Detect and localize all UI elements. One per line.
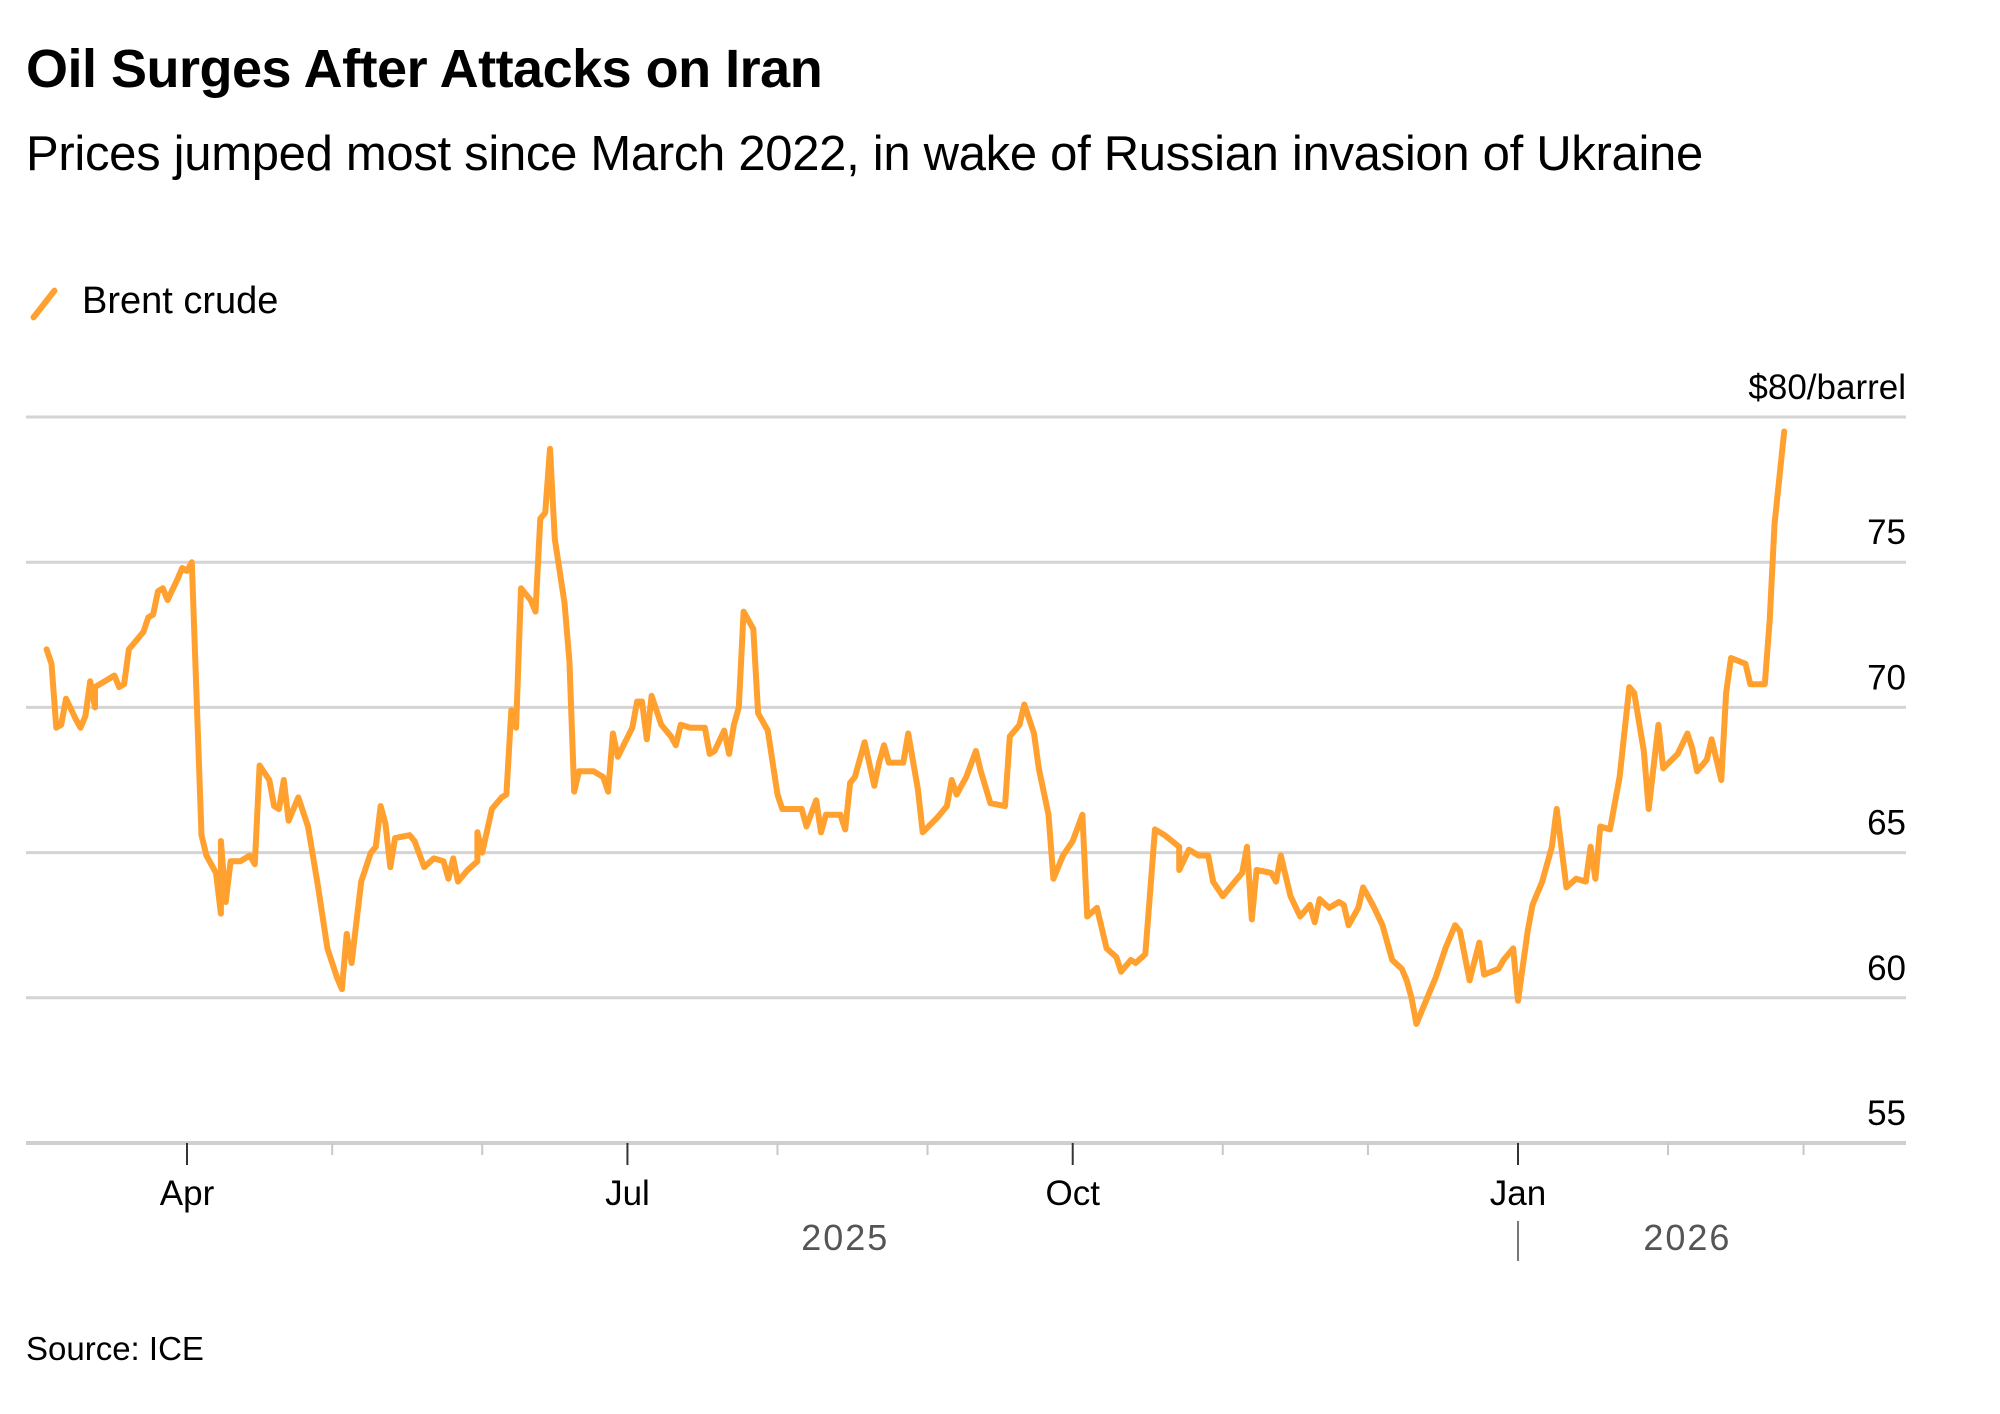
y-tick-label: $80/barrel <box>1748 368 1906 407</box>
chart-subtitle: Prices jumped most since March 2022, in … <box>26 127 1703 181</box>
legend: Brent crude <box>26 280 278 323</box>
year-label: 2025 <box>801 1217 889 1258</box>
series-line-brent-crude <box>43 428 1788 1027</box>
y-tick-label: 55 <box>1867 1094 1906 1133</box>
x-tick-label: Oct <box>1045 1174 1100 1213</box>
x-tick-label: Apr <box>160 1174 215 1213</box>
x-tick-label: Jul <box>605 1174 650 1213</box>
year-label: 2026 <box>1643 1217 1731 1258</box>
source-note: Source: ICE <box>26 1330 204 1367</box>
x-tick-label: Jan <box>1490 1174 1546 1213</box>
legend-label-brent: Brent crude <box>82 280 279 322</box>
y-tick-label: 60 <box>1867 949 1906 988</box>
y-tick-label: 75 <box>1867 513 1906 552</box>
y-tick-label: 65 <box>1867 804 1906 843</box>
chart-title: Oil Surges After Attacks on Iran <box>26 39 823 99</box>
y-tick-label: 70 <box>1867 658 1906 697</box>
